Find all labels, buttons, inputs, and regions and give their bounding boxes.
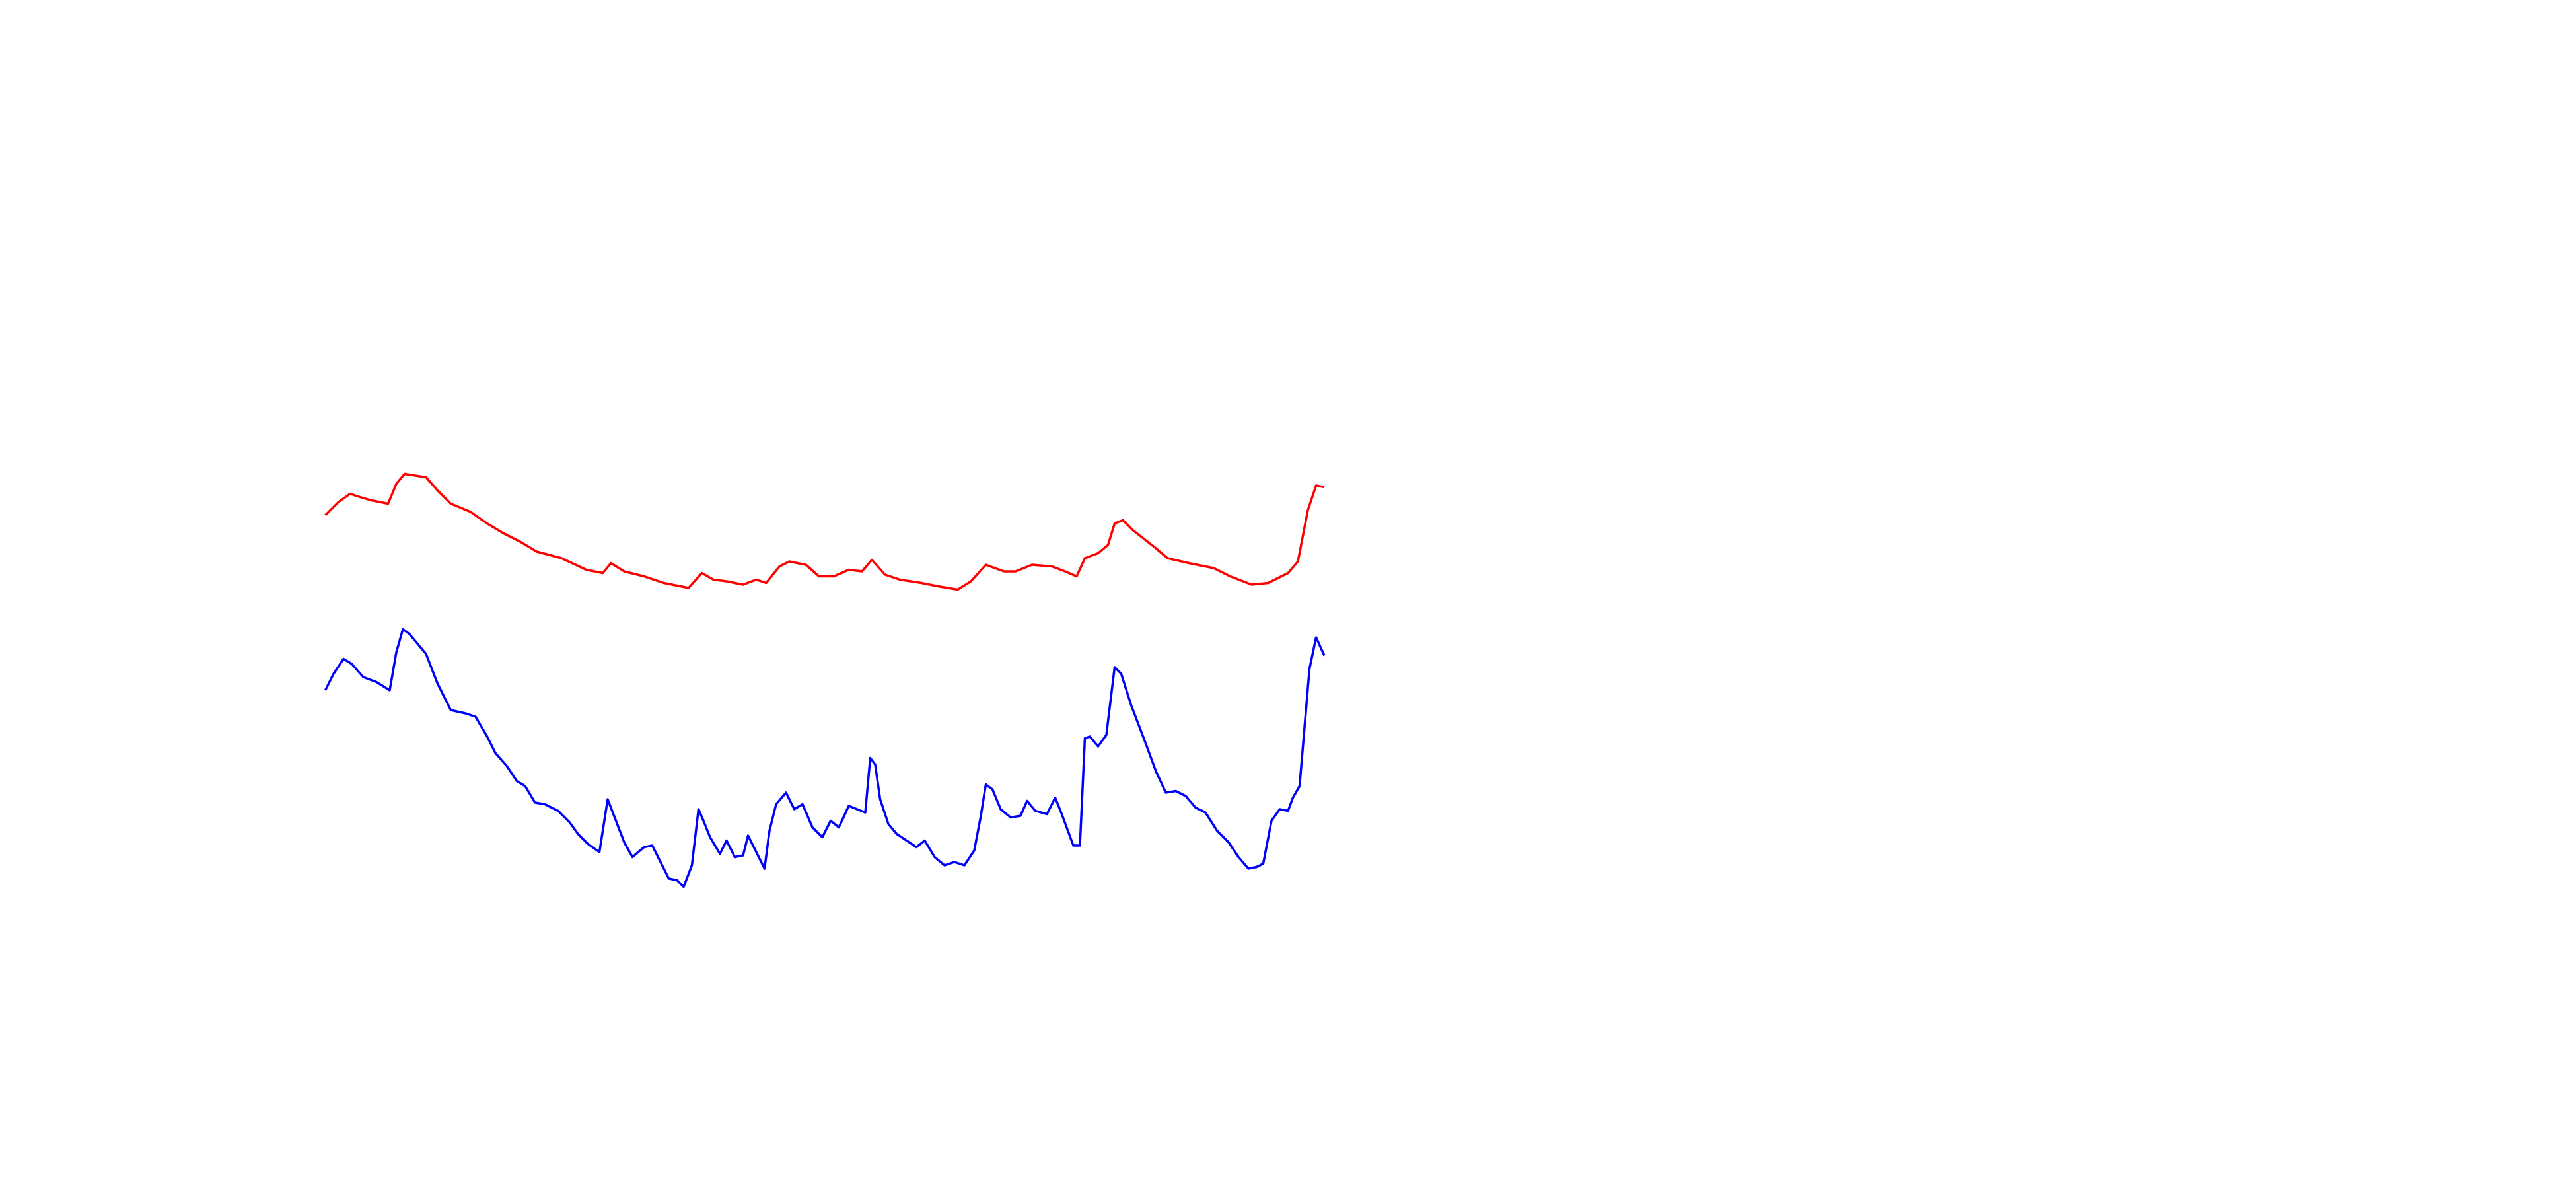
data-line <box>324 628 1326 888</box>
data-line <box>324 472 1325 591</box>
